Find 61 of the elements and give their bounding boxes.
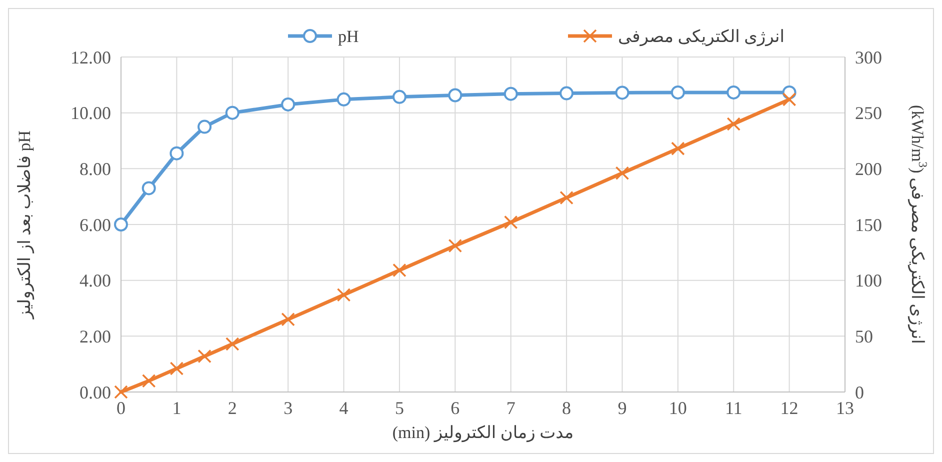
legend-label: pH — [338, 26, 359, 46]
point — [114, 218, 128, 232]
x-tick-label: 8 — [562, 398, 572, 418]
y2-tick-label: 250 — [855, 103, 882, 124]
point — [448, 238, 462, 253]
point — [726, 85, 741, 100]
point — [726, 117, 741, 131]
point — [281, 97, 296, 112]
y-tick-label: 12.00 — [70, 47, 111, 68]
point — [142, 181, 156, 196]
y-tick-label: 10.00 — [70, 103, 111, 124]
point — [336, 92, 351, 106]
x-tick-label: 5 — [394, 398, 404, 418]
point — [560, 190, 574, 205]
point — [198, 349, 212, 364]
x-tick-label: 9 — [618, 398, 627, 418]
x-tick-label: 3 — [284, 398, 293, 418]
point — [392, 263, 406, 278]
point — [448, 88, 462, 102]
point — [225, 106, 240, 120]
y2-tick-label: 50 — [855, 326, 873, 346]
x-tick-label: 1 — [172, 398, 182, 418]
point — [782, 92, 796, 106]
point — [198, 120, 212, 134]
point — [114, 385, 128, 399]
x-tick-label: 6 — [450, 398, 460, 418]
x-tick-label: 7 — [506, 398, 516, 418]
x-tick-label: 13 — [836, 398, 854, 418]
y2-tick-label: 300 — [855, 47, 882, 68]
point — [170, 146, 184, 160]
y2-tick-label: 150 — [855, 214, 882, 235]
y-tick-label: 4.00 — [80, 270, 111, 291]
y2-tick-label: 0 — [855, 382, 864, 402]
x-tick-label: 2 — [228, 398, 237, 418]
point — [615, 166, 630, 180]
point — [392, 90, 406, 104]
x-tick-label: 0 — [116, 398, 126, 418]
point — [615, 86, 630, 100]
point — [504, 86, 518, 101]
y2-tick-label: 200 — [855, 158, 882, 179]
x-tick-label: 4 — [339, 398, 348, 418]
point — [336, 288, 351, 302]
x-tick-label: 11 — [724, 398, 742, 418]
point — [671, 142, 685, 156]
y-tick-label: 0.00 — [80, 382, 111, 402]
y-tick-label: 6.00 — [80, 214, 111, 235]
x-tick-label: 10 — [668, 398, 687, 418]
point — [670, 85, 685, 100]
y-axis-title: pH فاضلاب بعد از الکترولیز — [15, 130, 35, 320]
point — [281, 312, 295, 326]
point — [225, 337, 240, 351]
point — [504, 215, 518, 230]
x-tick-label: 12 — [780, 398, 798, 418]
point — [170, 362, 184, 376]
y2-tick-label: 100 — [855, 270, 882, 291]
y-tick-label: 8.00 — [80, 158, 111, 179]
point — [142, 374, 156, 388]
point — [560, 86, 574, 100]
y-tick-label: 2.00 — [80, 326, 111, 346]
legend-label: انرژی الکتریکی مصرفی — [618, 26, 784, 47]
x-axis-title: مدت زمان الکترولیز (min) — [392, 423, 574, 443]
